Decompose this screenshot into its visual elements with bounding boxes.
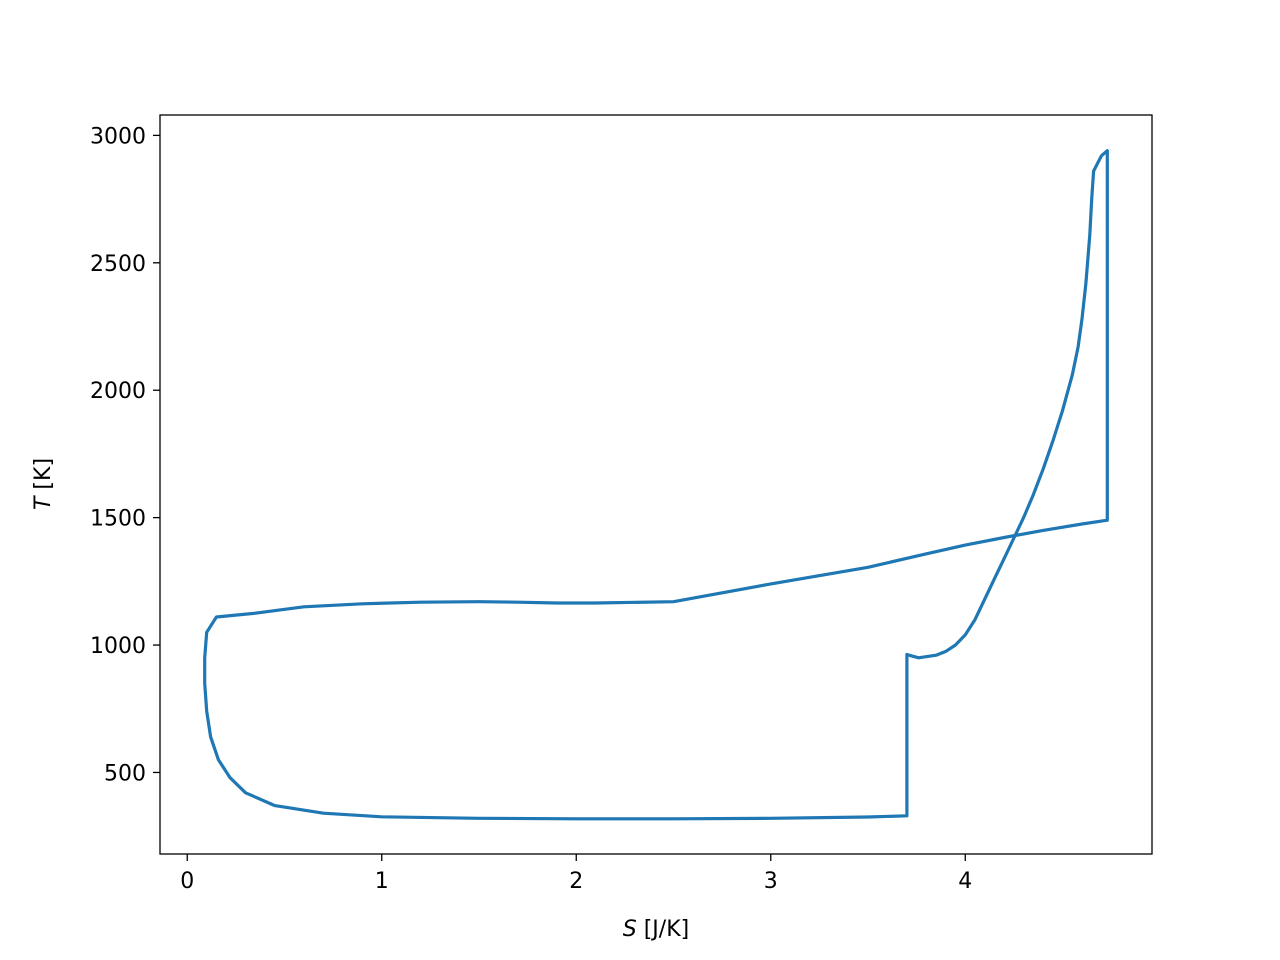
x-axis-label-unit: [J/K] [637, 917, 690, 942]
x-tick-label: 2 [569, 869, 583, 894]
y-axis-ticks: 500 1000 1500 2000 2500 3000 [90, 124, 160, 786]
x-tick-label: 1 [375, 869, 389, 894]
series-line [203, 149, 1109, 821]
x-tick-label: 4 [958, 869, 972, 894]
y-tick-label: 2500 [90, 252, 146, 277]
y-tick-label: 1500 [90, 507, 146, 532]
y-axis-label: T [K] [31, 458, 56, 510]
axes-frame [159, 114, 1153, 855]
plot-area [203, 149, 1109, 821]
y-tick-label: 2000 [90, 379, 146, 404]
x-tick-label: 0 [180, 869, 194, 894]
y-tick-label: 3000 [90, 124, 146, 149]
y-tick-label: 1000 [90, 634, 146, 659]
y-axis-label-variable: T [31, 495, 56, 510]
y-axis-label-unit: [K] [31, 458, 56, 497]
y-tick-label: 500 [104, 761, 146, 786]
x-axis-ticks: 0 1 2 3 4 [180, 854, 972, 894]
x-axis-label-variable: S [623, 917, 637, 942]
x-axis-label: S [J/K] [623, 917, 689, 942]
x-tick-label: 3 [764, 869, 778, 894]
